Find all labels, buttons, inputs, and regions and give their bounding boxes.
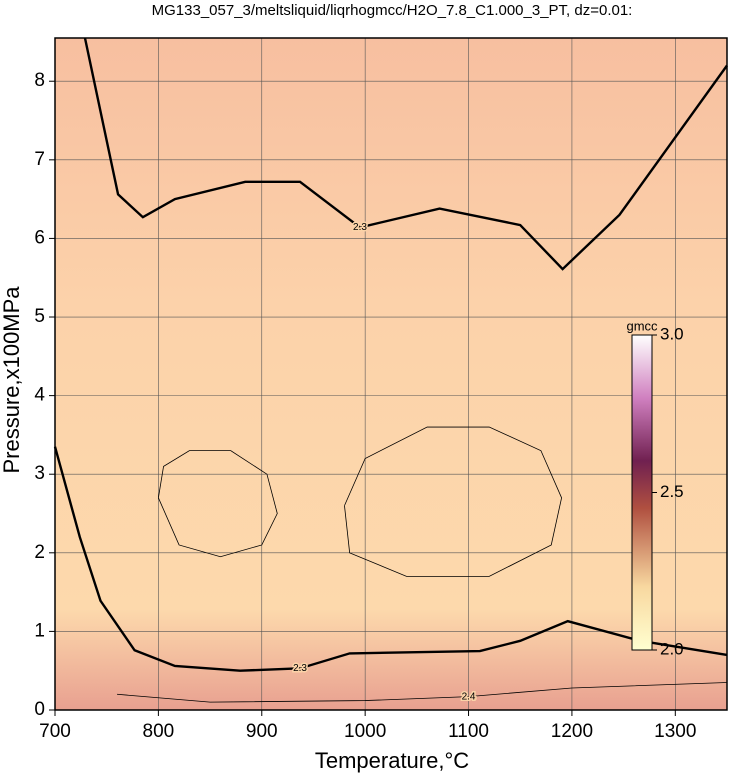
y-tick-label: 2 bbox=[34, 542, 45, 563]
y-tick-label: 6 bbox=[34, 227, 45, 248]
plot-background bbox=[55, 38, 727, 710]
x-axis-label: Temperature,°C bbox=[315, 748, 469, 773]
y-tick-label: 8 bbox=[34, 70, 45, 91]
x-tick-label: 800 bbox=[143, 721, 175, 742]
contour-label: 2.3 bbox=[293, 663, 307, 674]
chart-title: MG133_057_3/meltsliquid/liqrhogmcc/H2O_7… bbox=[152, 2, 633, 19]
contour-line bbox=[157, 450, 278, 558]
x-tick-label: 1300 bbox=[654, 721, 696, 742]
x-tick-label: 1100 bbox=[448, 721, 489, 742]
contour-line bbox=[83, 37, 728, 271]
colorbar-tick-label: 2.5 bbox=[660, 482, 684, 501]
y-tick-label: 7 bbox=[34, 149, 45, 170]
y-tick-label: 5 bbox=[34, 306, 45, 327]
y-tick-label: 4 bbox=[34, 385, 45, 406]
colorbar bbox=[631, 334, 653, 651]
x-tick-label: 900 bbox=[246, 721, 278, 742]
contour-line bbox=[53, 446, 728, 672]
x-tick-label: 1000 bbox=[344, 721, 386, 742]
contour-line bbox=[116, 682, 728, 703]
y-axis-label: Pressure,x100MPa bbox=[0, 286, 24, 474]
colorbar-tick-label: 3.0 bbox=[660, 324, 684, 343]
colorbar-label: gmcc bbox=[626, 318, 658, 333]
x-tick-label: 700 bbox=[39, 721, 71, 742]
contour-label: 2.4 bbox=[462, 691, 476, 702]
y-tick-label: 3 bbox=[34, 463, 45, 484]
y-tick-label: 0 bbox=[34, 699, 45, 720]
y-tick-label: 1 bbox=[34, 620, 45, 641]
contour-label: 2.3 bbox=[353, 222, 367, 233]
colorbar-tick-label: 2.0 bbox=[660, 639, 684, 658]
contour-line bbox=[344, 426, 563, 577]
x-tick-label: 1200 bbox=[551, 721, 593, 742]
plot-frame bbox=[54, 37, 728, 711]
